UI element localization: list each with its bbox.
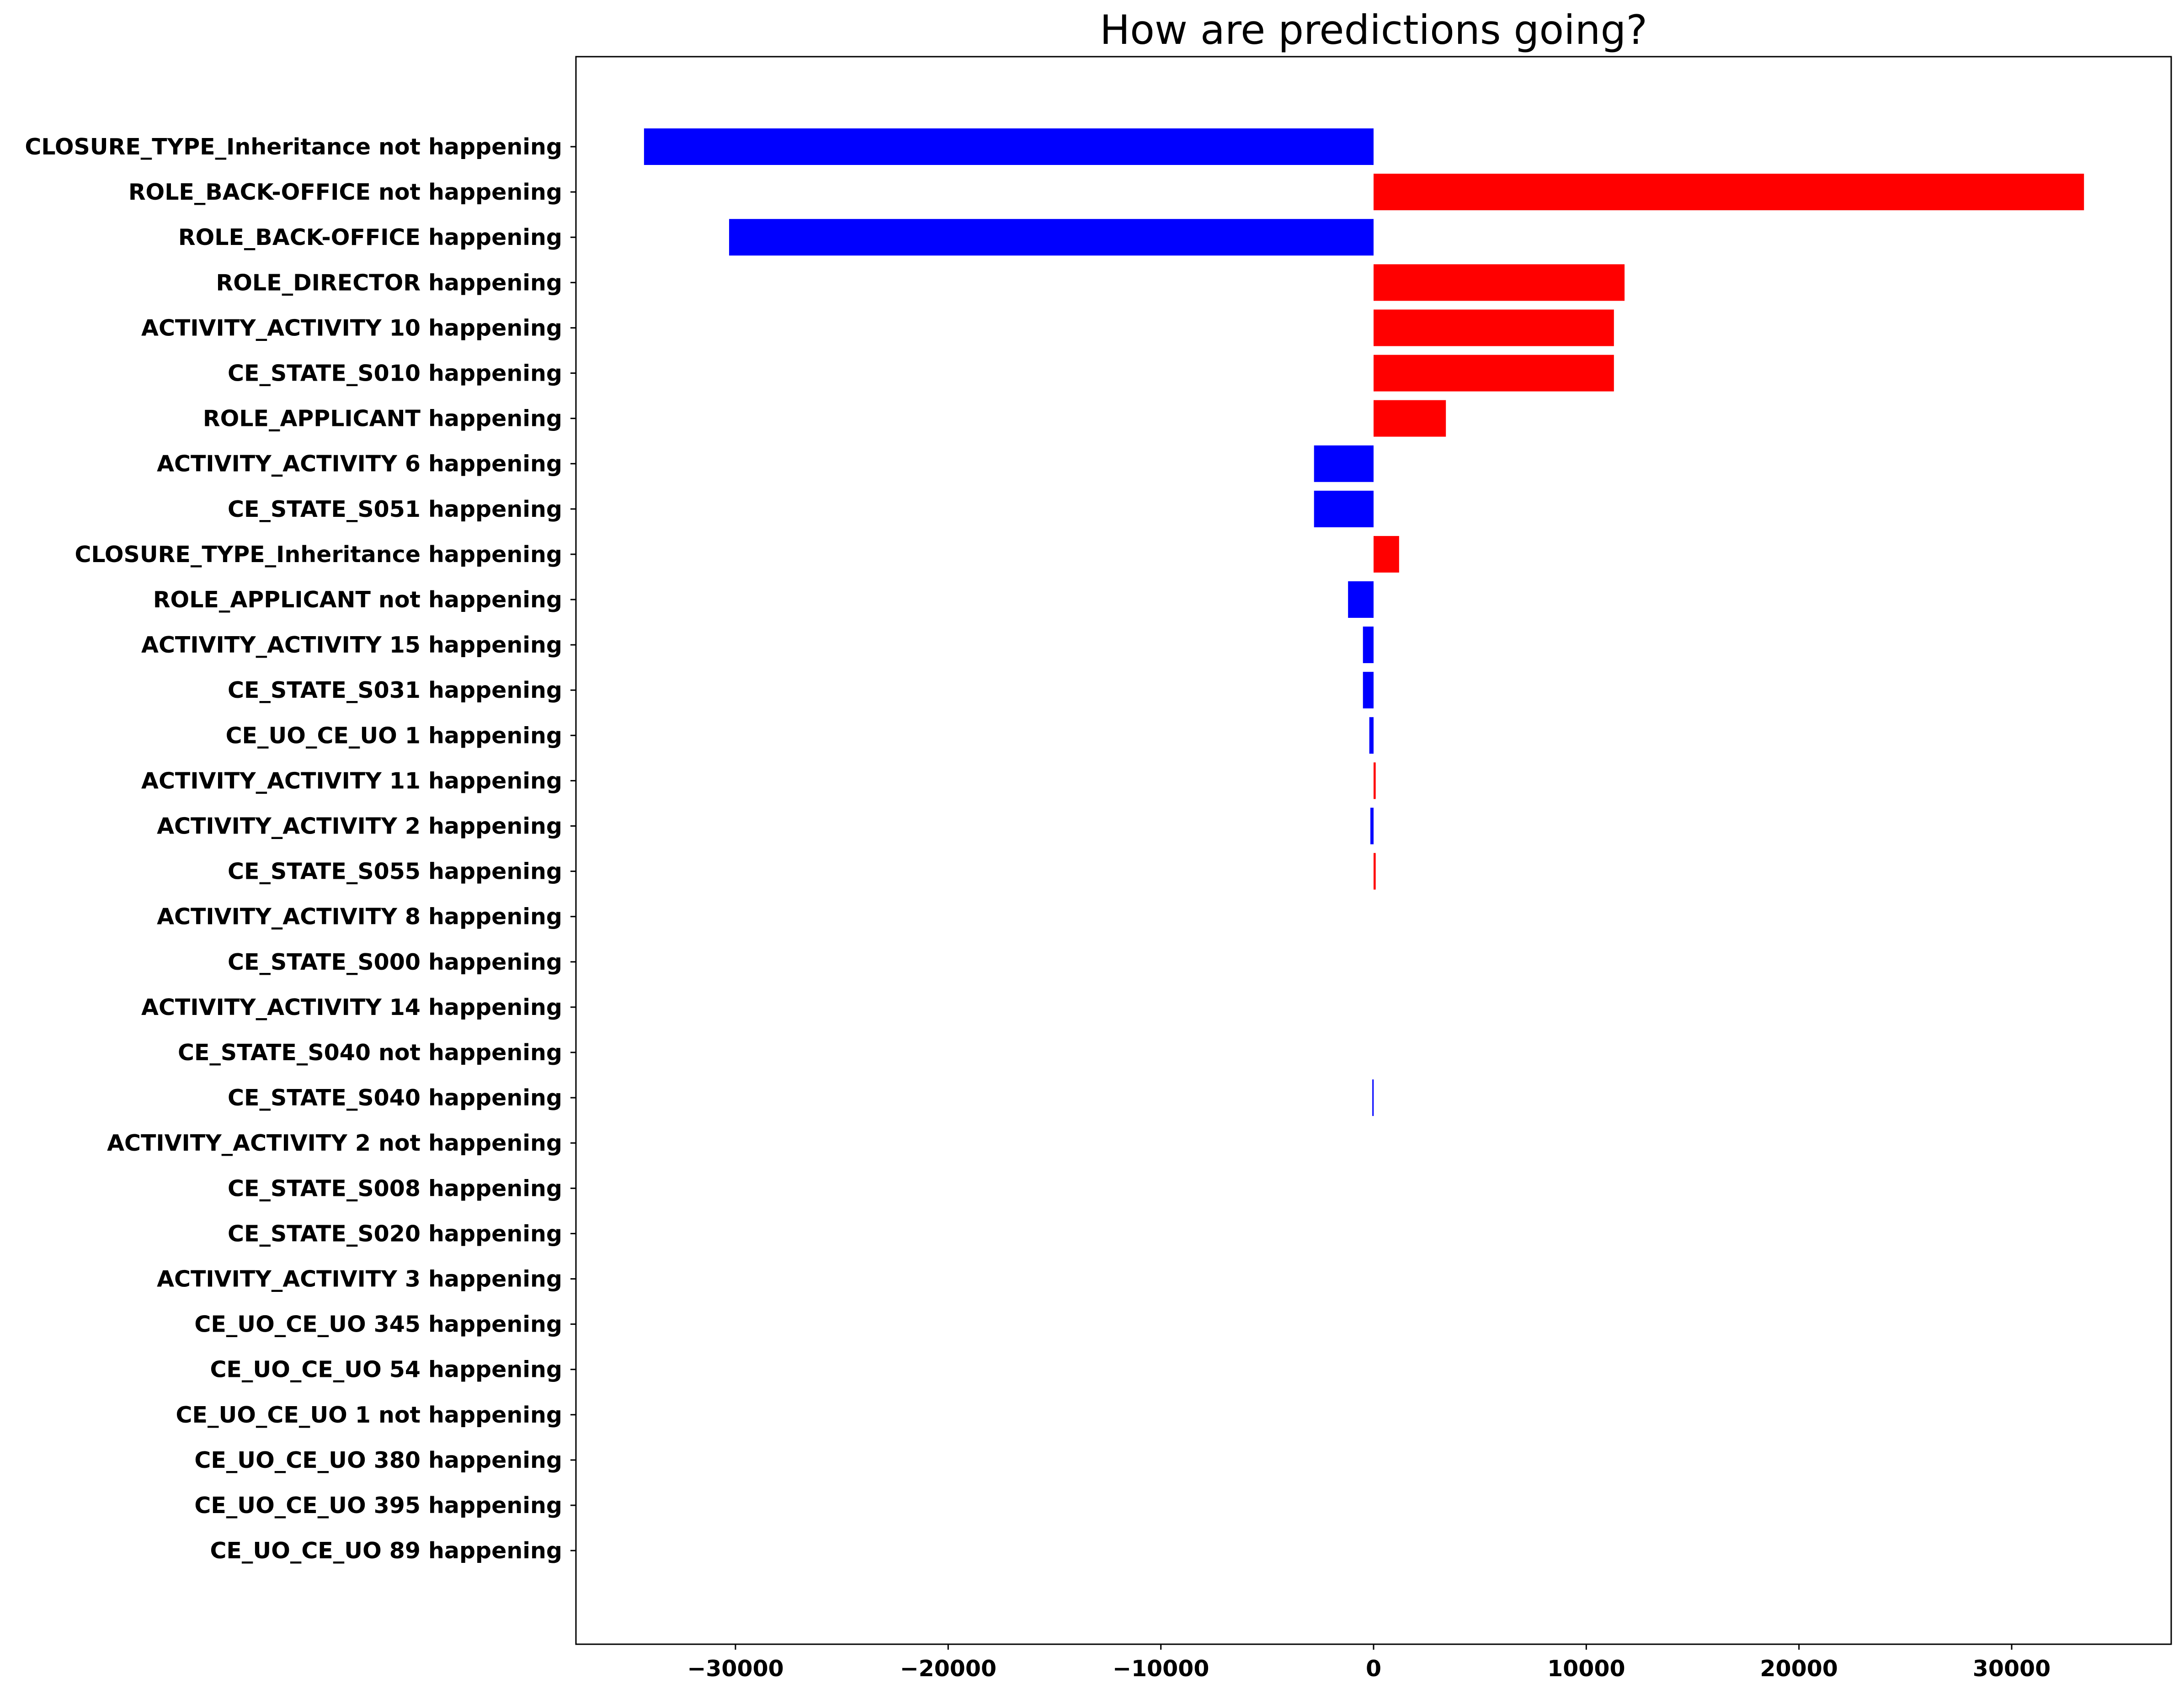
category-label: ROLE_BACK-OFFICE happening bbox=[178, 224, 562, 250]
category-label: ACTIVITY_ACTIVITY 14 happening bbox=[141, 994, 562, 1020]
category-label: ACTIVITY_ACTIVITY 2 not happening bbox=[107, 1130, 562, 1156]
bar bbox=[1372, 1079, 1374, 1116]
category-label: CE_STATE_S020 happening bbox=[228, 1221, 562, 1247]
category-label: ROLE_APPLICANT happening bbox=[203, 406, 562, 432]
category-label: CE_UO_CE_UO 395 happening bbox=[194, 1492, 562, 1519]
category-label: ROLE_BACK-OFFICE not happening bbox=[128, 179, 562, 205]
category-label: ROLE_DIRECTOR happening bbox=[216, 270, 563, 296]
x-tick-label: 20000 bbox=[1760, 1656, 1838, 1682]
bar bbox=[644, 128, 1374, 165]
category-label: CLOSURE_TYPE_Inheritance not happening bbox=[25, 134, 562, 160]
category-label: CE_STATE_S008 happening bbox=[228, 1175, 562, 1201]
category-label: CLOSURE_TYPE_Inheritance happening bbox=[75, 542, 562, 568]
category-label: CE_STATE_S010 happening bbox=[228, 361, 562, 387]
category-label: CE_UO_CE_UO 1 happening bbox=[226, 722, 562, 749]
category-label: ROLE_APPLICANT not happening bbox=[153, 587, 562, 613]
category-label: CE_UO_CE_UO 380 happening bbox=[194, 1447, 562, 1473]
category-label: CE_STATE_S000 happening bbox=[228, 949, 562, 975]
category-label: ACTIVITY_ACTIVITY 10 happening bbox=[141, 315, 562, 341]
bar bbox=[1370, 807, 1374, 844]
bar bbox=[1374, 400, 1446, 437]
category-label: ACTIVITY_ACTIVITY 6 happening bbox=[157, 451, 562, 477]
category-label: ACTIVITY_ACTIVITY 11 happening bbox=[141, 768, 562, 794]
category-label: ACTIVITY_ACTIVITY 2 happening bbox=[157, 813, 562, 839]
bar bbox=[1314, 445, 1374, 482]
x-tick-label: 0 bbox=[1366, 1656, 1381, 1682]
category-label: CE_STATE_S055 happening bbox=[228, 859, 562, 885]
x-tick-label: −10000 bbox=[1113, 1656, 1209, 1682]
category-label: CE_STATE_S051 happening bbox=[228, 496, 562, 522]
bar bbox=[1374, 853, 1376, 890]
category-label: CE_STATE_S040 happening bbox=[228, 1085, 562, 1111]
x-tick-label: −20000 bbox=[900, 1656, 997, 1682]
bar bbox=[1374, 309, 1614, 346]
x-tick-label: −30000 bbox=[687, 1656, 784, 1682]
bar bbox=[1374, 762, 1376, 799]
bar bbox=[729, 219, 1374, 256]
category-label: CE_STATE_S031 happening bbox=[228, 677, 562, 703]
category-label: ACTIVITY_ACTIVITY 15 happening bbox=[141, 632, 562, 658]
x-tick-label: 30000 bbox=[1973, 1656, 2051, 1682]
category-label: CE_UO_CE_UO 89 happening bbox=[210, 1538, 562, 1564]
category-label: ACTIVITY_ACTIVITY 3 happening bbox=[157, 1266, 562, 1292]
category-label: CE_UO_CE_UO 1 not happening bbox=[176, 1402, 562, 1428]
category-label: CE_STATE_S040 not happening bbox=[178, 1040, 562, 1066]
bar bbox=[1374, 264, 1625, 301]
x-tick-label: 10000 bbox=[1547, 1656, 1625, 1682]
bar bbox=[1348, 581, 1374, 618]
bar bbox=[1374, 355, 1614, 392]
category-label: CE_UO_CE_UO 54 happening bbox=[210, 1357, 562, 1383]
category-labels: CLOSURE_TYPE_Inheritance not happening RO… bbox=[25, 134, 562, 1564]
bar bbox=[1374, 536, 1399, 573]
bar bbox=[1363, 672, 1374, 709]
category-label: CE_UO_CE_UO 345 happening bbox=[194, 1312, 562, 1338]
chart-title: How are predictions going? bbox=[1100, 6, 1647, 53]
category-label: ACTIVITY_ACTIVITY 8 happening bbox=[157, 904, 562, 930]
bar bbox=[1374, 174, 2084, 211]
bar bbox=[1363, 627, 1374, 664]
bar bbox=[1314, 490, 1374, 527]
bars-layer bbox=[644, 128, 2084, 1116]
bar bbox=[1369, 717, 1374, 754]
x-axis: −30000 −20000 −10000 0 10000 20000 30000 bbox=[570, 146, 2051, 1682]
